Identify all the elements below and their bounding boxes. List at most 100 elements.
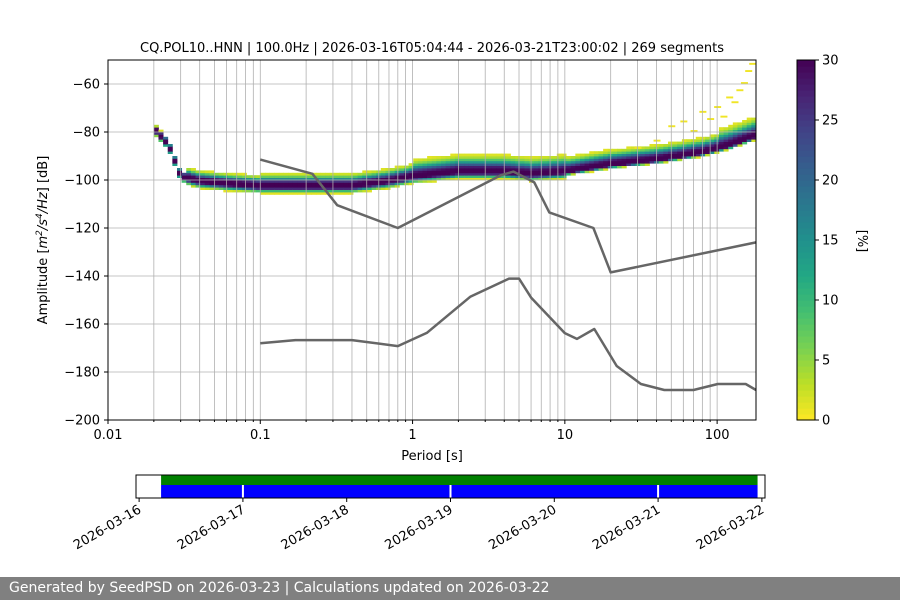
heatmap-cell [297, 177, 303, 181]
heatmap-cell [288, 189, 294, 193]
heatmap-cell [575, 153, 581, 157]
heatmap-cell [723, 148, 729, 152]
heatmap-cell [339, 192, 345, 195]
heatmap-cell [468, 153, 474, 157]
heatmap-cell [524, 172, 530, 176]
heatmap-cell [283, 192, 289, 195]
heatmap-cell [195, 182, 201, 186]
heatmap-cell [746, 117, 752, 121]
heatmap-cell [278, 175, 284, 178]
heatmap-cell [510, 156, 516, 159]
heatmap-cell [403, 168, 410, 171]
heatmap-cell [366, 187, 372, 190]
heatmap-cell [292, 175, 298, 178]
heatmap-cell [742, 122, 748, 126]
heatmap-cell [593, 168, 599, 171]
heatmap-cell [695, 144, 701, 147]
x-tick-label: 10 [557, 428, 574, 443]
heatmap-cell [575, 160, 581, 164]
heatmap-cell [538, 168, 544, 171]
heatmap-cell [487, 153, 493, 157]
heatmap-cell [579, 158, 586, 162]
heatmap-cell [584, 163, 590, 166]
heatmap-cell [496, 172, 502, 176]
heatmap-cell [283, 180, 289, 183]
heatmap-cell [649, 153, 655, 157]
heatmap-cell [681, 144, 687, 147]
heatmap-cell [617, 151, 623, 154]
noise-models [259, 158, 757, 392]
heatmap-cell [552, 158, 558, 162]
heatmap-cell [575, 165, 581, 169]
heatmap-cell [200, 177, 206, 181]
heatmap-cell [153, 127, 159, 130]
heatmap-cell [746, 122, 752, 126]
heatmap-cell [362, 177, 368, 181]
heatmap-cell [311, 180, 317, 183]
heatmap-cell [399, 172, 405, 176]
heatmap-cell [158, 129, 164, 133]
heatmap-cell [315, 187, 321, 190]
heatmap-cell [529, 175, 535, 178]
heatmap-cell [519, 172, 525, 176]
heatmap-cell [427, 160, 433, 164]
heatmap-cell [265, 172, 271, 176]
heatmap-cell [163, 144, 169, 147]
heatmap-cell [737, 134, 743, 138]
heatmap-cell [542, 168, 548, 171]
heatmap-cell [214, 175, 220, 178]
heatmap-cell [408, 172, 414, 176]
heatmap-cell [408, 165, 414, 169]
heatmap-cell [746, 134, 752, 138]
heatmap-cell [737, 129, 743, 133]
heatmap-cell [736, 89, 744, 92]
heatmap-cell [746, 129, 752, 133]
heatmap-cell [510, 177, 516, 181]
heatmap-cell [519, 156, 525, 159]
heatmap-cell [737, 132, 743, 135]
heatmap-cell [153, 134, 159, 138]
heatmap-cell [561, 165, 567, 169]
heatmap-cell [478, 153, 484, 157]
heatmap-cell [626, 146, 632, 150]
heatmap-cell [255, 177, 261, 181]
heatmap-cell [667, 153, 674, 157]
heatmap-cell [454, 156, 460, 159]
heatmap-cell [339, 175, 345, 178]
heatmap-cell [746, 127, 752, 130]
heatmap-cell [366, 170, 372, 174]
heatmap-cell [612, 165, 618, 169]
heatmap-cell [232, 182, 238, 186]
heatmap-cell [241, 180, 247, 183]
heatmap-cell [399, 177, 405, 181]
heatmap-cell [436, 163, 442, 166]
heatmap-cell [408, 177, 414, 181]
heatmap-cell [334, 182, 340, 186]
heatmap-cell [584, 165, 590, 169]
heatmap-cell [371, 170, 377, 174]
heatmap-cell [269, 184, 275, 188]
timeline-tick-label: 2026-03-19 [383, 502, 456, 553]
heatmap-cell [533, 177, 539, 181]
heatmap-cell [431, 177, 437, 181]
heatmap-cell [728, 124, 734, 128]
heatmap-cell [265, 192, 271, 195]
heatmap-cell [200, 184, 206, 188]
heatmap-cell [237, 172, 243, 176]
heatmap-cell [473, 153, 479, 157]
heatmap-cell [390, 175, 396, 178]
colorbar-segment [797, 78, 815, 85]
heatmap-cell [454, 163, 460, 166]
heatmap-cell [265, 177, 271, 181]
heatmap-cell [681, 139, 687, 142]
heatmap-cell [306, 177, 312, 181]
heatmap-cell [265, 187, 271, 190]
heatmap-cell [334, 175, 340, 178]
heatmap-cell [200, 182, 206, 186]
heatmap-cell [390, 182, 396, 186]
heatmap-cell [190, 182, 196, 186]
heatmap-cell [519, 160, 525, 164]
heatmap-cell [269, 182, 275, 186]
axes: 0.01 0.1 1 10 100 −200 −180 −160 −140 −120 −100 −80… [64, 78, 729, 444]
heatmap-cell [603, 148, 609, 152]
